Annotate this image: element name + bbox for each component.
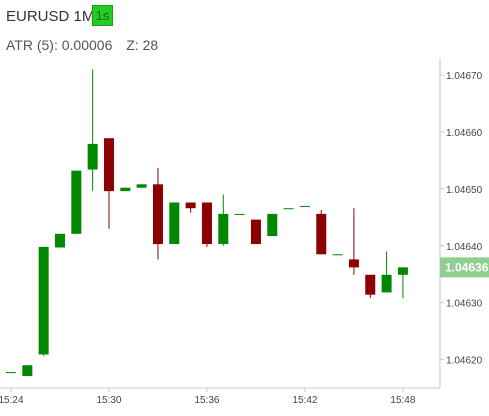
- time-tick-label: 15:24: [0, 395, 24, 406]
- candle-body: [120, 187, 131, 192]
- last-price-marker: 1.04636: [440, 257, 489, 278]
- candle-body: [54, 233, 65, 248]
- candles-layer: [6, 69, 408, 377]
- candle[interactable]: [54, 233, 65, 248]
- time-tick-label: 15:42: [292, 395, 317, 406]
- price-tick-label: 1.04630: [446, 299, 483, 310]
- candle[interactable]: [234, 213, 245, 215]
- candle[interactable]: [87, 69, 98, 192]
- candle-body: [185, 202, 196, 209]
- candle-body: [348, 259, 359, 268]
- candle[interactable]: [185, 202, 196, 213]
- candle[interactable]: [250, 219, 261, 245]
- candle-body: [169, 202, 180, 245]
- candle[interactable]: [6, 372, 16, 374]
- candle-body: [38, 246, 49, 355]
- candle-body: [218, 213, 229, 245]
- candle-body: [267, 213, 278, 237]
- price-tick-label: 1.04670: [446, 71, 483, 82]
- candle[interactable]: [267, 213, 278, 237]
- indicator-value: 0.00006: [61, 37, 113, 53]
- price-tick-label: 1.04650: [446, 185, 483, 196]
- chart-header: EURUSD 1M 1s ATR (5): 0.00006 Z: 28: [0, 0, 489, 62]
- candle[interactable]: [71, 170, 82, 234]
- candle[interactable]: [103, 138, 114, 229]
- z-value: 28: [142, 37, 159, 53]
- candle[interactable]: [152, 167, 163, 260]
- candle[interactable]: [283, 208, 294, 210]
- indicator-name: ATR (5):: [6, 37, 58, 53]
- candle-body: [299, 205, 310, 207]
- candle-body: [201, 202, 212, 245]
- last-price-label: 1.04636: [445, 260, 489, 274]
- time-tick-label: 15:36: [194, 395, 219, 406]
- z-label: Z:: [126, 37, 139, 53]
- candle-body: [397, 267, 408, 275]
- candle[interactable]: [299, 205, 310, 207]
- candle-body: [365, 274, 376, 295]
- candle-body: [316, 213, 327, 255]
- candle[interactable]: [218, 194, 229, 246]
- candle-body: [250, 219, 261, 245]
- candle-body: [87, 143, 98, 170]
- candle-body: [283, 208, 294, 210]
- last-price-label-bg: [440, 257, 489, 278]
- candle[interactable]: [201, 202, 212, 247]
- candle[interactable]: [136, 184, 147, 188]
- candle[interactable]: [316, 209, 327, 255]
- time-axis: 15:24 15:30 15:36 15:42 15:48: [0, 388, 416, 406]
- price-tick-label: 1.04640: [446, 242, 483, 253]
- price-axis: 1.04670 1.04660 1.04650 1.04640 1.04630 1.046…: [440, 71, 483, 367]
- indicator-readout: ATR (5): 0.00006 Z: 28: [6, 37, 158, 53]
- price-tick-label: 1.04660: [446, 128, 483, 139]
- candle[interactable]: [120, 187, 131, 192]
- candle-body: [136, 184, 147, 188]
- candle-body: [152, 184, 163, 245]
- time-tick-label: 15:48: [390, 395, 415, 406]
- candle[interactable]: [38, 246, 49, 357]
- candle[interactable]: [348, 208, 359, 275]
- candle[interactable]: [22, 365, 33, 377]
- candle-body: [71, 170, 82, 234]
- candle-body: [234, 213, 245, 215]
- price-tick-label: 1.04620: [446, 356, 483, 367]
- timeframe-button[interactable]: 1s: [92, 5, 113, 26]
- candle-body: [103, 138, 114, 192]
- candle-body: [381, 274, 392, 293]
- candle-body: [6, 372, 16, 374]
- candle[interactable]: [365, 274, 376, 299]
- candle-body: [22, 365, 33, 377]
- candle[interactable]: [169, 202, 180, 245]
- candle[interactable]: [397, 267, 408, 299]
- time-tick-label: 15:30: [96, 395, 121, 406]
- candle-body: [332, 254, 343, 256]
- symbol-title: EURUSD 1M: [6, 8, 95, 25]
- candle[interactable]: [381, 251, 392, 293]
- candle[interactable]: [332, 254, 343, 256]
